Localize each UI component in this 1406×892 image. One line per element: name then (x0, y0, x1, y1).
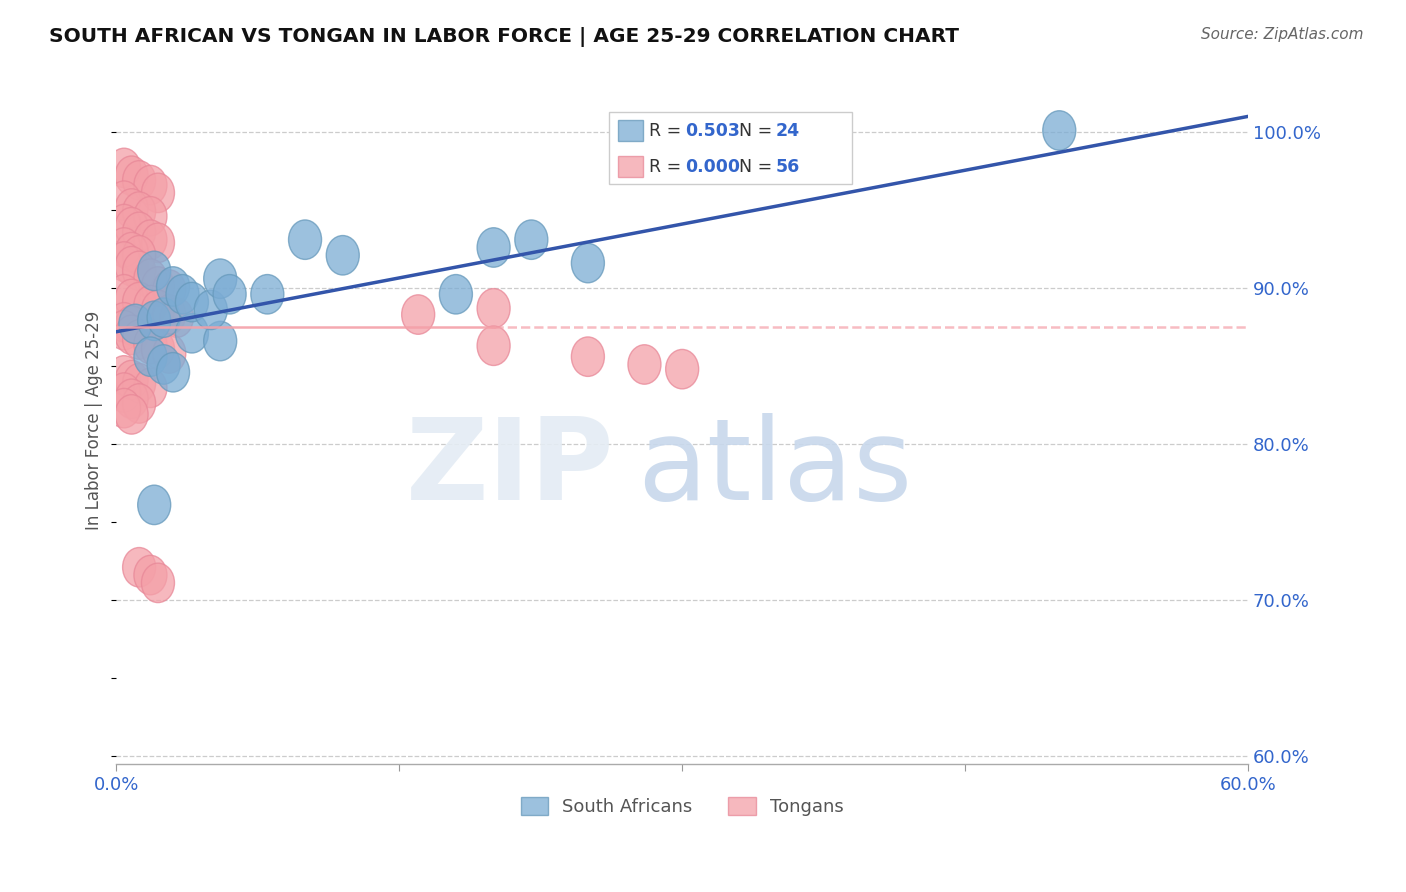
Ellipse shape (115, 208, 148, 247)
Y-axis label: In Labor Force | Age 25-29: In Labor Force | Age 25-29 (86, 311, 103, 530)
Ellipse shape (176, 283, 208, 322)
Ellipse shape (107, 227, 141, 268)
Text: atlas: atlas (637, 413, 912, 524)
Ellipse shape (115, 379, 148, 418)
Ellipse shape (515, 220, 548, 260)
Ellipse shape (107, 373, 141, 412)
Ellipse shape (142, 223, 174, 262)
Ellipse shape (107, 388, 141, 428)
Ellipse shape (477, 227, 510, 268)
Ellipse shape (628, 344, 661, 384)
Ellipse shape (122, 384, 156, 423)
Ellipse shape (122, 235, 156, 275)
Ellipse shape (153, 270, 186, 310)
Text: Source: ZipAtlas.com: Source: ZipAtlas.com (1201, 27, 1364, 42)
Ellipse shape (134, 556, 167, 595)
Ellipse shape (122, 161, 156, 200)
Ellipse shape (115, 360, 148, 400)
Ellipse shape (138, 252, 170, 291)
Text: 0.000: 0.000 (686, 158, 741, 176)
Text: N =: N = (738, 121, 778, 140)
Ellipse shape (134, 368, 167, 408)
Ellipse shape (134, 196, 167, 236)
Ellipse shape (142, 267, 174, 306)
Ellipse shape (571, 244, 605, 283)
Ellipse shape (134, 165, 167, 205)
Ellipse shape (115, 233, 148, 272)
Ellipse shape (122, 192, 156, 231)
Ellipse shape (107, 310, 141, 350)
Ellipse shape (153, 295, 186, 334)
Text: N =: N = (738, 158, 778, 176)
Ellipse shape (138, 485, 170, 524)
Ellipse shape (120, 304, 152, 343)
Ellipse shape (571, 337, 605, 376)
Ellipse shape (160, 298, 194, 337)
Ellipse shape (107, 302, 141, 343)
Ellipse shape (107, 181, 141, 220)
Ellipse shape (142, 290, 174, 330)
Ellipse shape (477, 289, 510, 328)
Ellipse shape (122, 283, 156, 322)
Ellipse shape (122, 252, 156, 291)
Ellipse shape (153, 334, 186, 373)
Text: ZIP: ZIP (406, 413, 614, 524)
Ellipse shape (122, 363, 156, 403)
Ellipse shape (402, 295, 434, 334)
Ellipse shape (115, 394, 148, 434)
Text: R =: R = (650, 121, 688, 140)
Ellipse shape (107, 356, 141, 395)
FancyBboxPatch shape (617, 156, 643, 177)
Ellipse shape (142, 173, 174, 212)
Text: 24: 24 (776, 121, 800, 140)
FancyBboxPatch shape (617, 120, 643, 141)
Ellipse shape (107, 204, 141, 244)
Ellipse shape (122, 548, 156, 587)
Ellipse shape (115, 246, 148, 286)
Ellipse shape (156, 267, 190, 306)
Ellipse shape (204, 259, 236, 299)
Ellipse shape (122, 212, 156, 252)
Ellipse shape (142, 563, 174, 603)
Ellipse shape (1043, 111, 1076, 150)
Ellipse shape (194, 290, 228, 330)
Text: SOUTH AFRICAN VS TONGAN IN LABOR FORCE | AGE 25-29 CORRELATION CHART: SOUTH AFRICAN VS TONGAN IN LABOR FORCE |… (49, 27, 959, 46)
Ellipse shape (148, 344, 180, 384)
Ellipse shape (134, 325, 167, 364)
Ellipse shape (115, 315, 148, 354)
Ellipse shape (148, 298, 180, 337)
Ellipse shape (134, 259, 167, 299)
Text: 56: 56 (776, 158, 800, 176)
Ellipse shape (134, 285, 167, 325)
Ellipse shape (115, 156, 148, 195)
Text: 0.503: 0.503 (686, 121, 741, 140)
Ellipse shape (142, 329, 174, 368)
Ellipse shape (156, 352, 190, 392)
Ellipse shape (204, 321, 236, 360)
Ellipse shape (134, 220, 167, 260)
Ellipse shape (250, 275, 284, 314)
Ellipse shape (134, 337, 167, 376)
Text: R =: R = (650, 158, 688, 176)
Ellipse shape (326, 235, 360, 275)
Ellipse shape (214, 275, 246, 314)
Ellipse shape (665, 350, 699, 389)
Ellipse shape (176, 314, 208, 353)
Ellipse shape (477, 326, 510, 366)
Ellipse shape (115, 189, 148, 228)
Ellipse shape (107, 275, 141, 314)
Ellipse shape (166, 275, 200, 314)
Legend: South Africans, Tongans: South Africans, Tongans (513, 789, 851, 823)
Ellipse shape (138, 301, 170, 341)
Ellipse shape (288, 220, 322, 260)
FancyBboxPatch shape (609, 112, 852, 184)
Ellipse shape (440, 275, 472, 314)
Ellipse shape (107, 148, 141, 187)
Ellipse shape (115, 279, 148, 318)
Ellipse shape (122, 320, 156, 359)
Ellipse shape (115, 306, 148, 345)
Ellipse shape (107, 242, 141, 281)
